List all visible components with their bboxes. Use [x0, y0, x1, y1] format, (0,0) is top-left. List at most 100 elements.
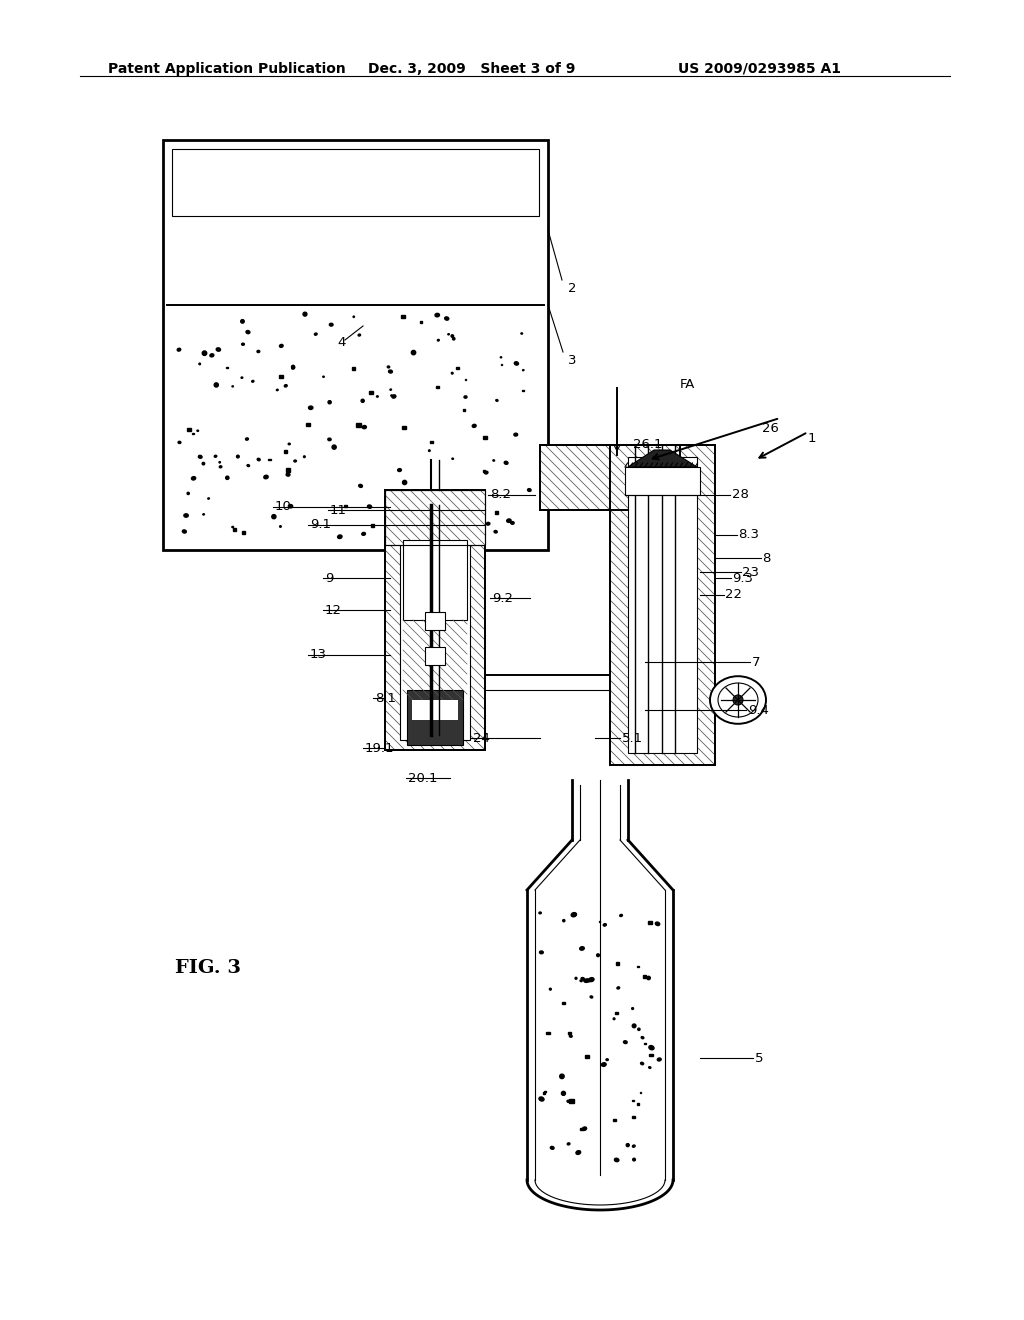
Circle shape: [613, 1018, 615, 1019]
Circle shape: [550, 989, 551, 990]
Ellipse shape: [177, 348, 180, 351]
Bar: [495, 511, 499, 513]
Bar: [402, 425, 407, 429]
Text: 8: 8: [762, 552, 770, 565]
Text: 10: 10: [275, 500, 292, 513]
Ellipse shape: [504, 461, 508, 465]
Bar: [649, 1053, 653, 1056]
Circle shape: [219, 462, 220, 463]
Bar: [569, 1100, 573, 1102]
Ellipse shape: [649, 1045, 654, 1049]
Ellipse shape: [718, 682, 758, 717]
Bar: [420, 321, 423, 323]
Bar: [562, 1002, 565, 1005]
Ellipse shape: [388, 370, 392, 374]
Bar: [400, 500, 470, 741]
Bar: [407, 690, 463, 744]
Circle shape: [632, 1007, 634, 1010]
Bar: [540, 445, 680, 510]
Bar: [233, 528, 237, 531]
Ellipse shape: [210, 354, 214, 356]
Ellipse shape: [710, 676, 766, 723]
Circle shape: [452, 335, 454, 338]
Bar: [637, 965, 639, 968]
Text: 26: 26: [762, 421, 779, 434]
Ellipse shape: [614, 1158, 618, 1162]
Bar: [464, 502, 468, 504]
Ellipse shape: [264, 475, 268, 479]
Circle shape: [361, 399, 365, 403]
Circle shape: [563, 920, 565, 921]
Text: 5: 5: [755, 1052, 764, 1064]
Bar: [425, 612, 445, 630]
Bar: [279, 375, 283, 378]
Circle shape: [353, 315, 354, 317]
Bar: [172, 149, 539, 216]
Bar: [306, 422, 309, 425]
Ellipse shape: [641, 1063, 644, 1065]
Bar: [648, 921, 652, 924]
Text: 26.1: 26.1: [633, 438, 663, 451]
Bar: [286, 469, 291, 471]
Circle shape: [199, 363, 201, 364]
Ellipse shape: [242, 343, 245, 346]
Circle shape: [303, 313, 307, 315]
Ellipse shape: [285, 384, 287, 387]
Bar: [581, 1127, 584, 1130]
Ellipse shape: [575, 1151, 581, 1155]
Ellipse shape: [586, 979, 590, 982]
Ellipse shape: [514, 362, 518, 366]
Bar: [610, 445, 715, 766]
Text: 13: 13: [310, 648, 327, 661]
Text: 9: 9: [325, 572, 334, 585]
Circle shape: [452, 372, 453, 374]
Ellipse shape: [358, 484, 362, 487]
Text: US 2009/0293985 A1: US 2009/0293985 A1: [678, 62, 841, 77]
Ellipse shape: [289, 504, 293, 508]
Ellipse shape: [581, 978, 585, 981]
Text: Dec. 3, 2009   Sheet 3 of 9: Dec. 3, 2009 Sheet 3 of 9: [368, 62, 575, 77]
Ellipse shape: [648, 1067, 651, 1068]
Ellipse shape: [444, 317, 449, 321]
Ellipse shape: [276, 389, 279, 391]
Ellipse shape: [216, 347, 220, 351]
Ellipse shape: [511, 521, 514, 524]
Bar: [351, 367, 355, 370]
Ellipse shape: [484, 471, 488, 474]
Ellipse shape: [314, 333, 317, 335]
Ellipse shape: [182, 529, 186, 533]
Bar: [385, 490, 485, 750]
Ellipse shape: [550, 1146, 554, 1150]
Circle shape: [597, 954, 599, 957]
Ellipse shape: [583, 1127, 587, 1130]
Bar: [385, 490, 485, 545]
Text: FIG. 3: FIG. 3: [175, 960, 241, 977]
Text: Patent Application Publication: Patent Application Publication: [108, 62, 346, 77]
Text: 12: 12: [325, 603, 342, 616]
Ellipse shape: [589, 978, 594, 982]
Circle shape: [332, 445, 336, 449]
Bar: [344, 504, 347, 507]
Ellipse shape: [286, 473, 290, 477]
Bar: [463, 409, 465, 412]
Ellipse shape: [199, 455, 202, 458]
Bar: [226, 367, 227, 368]
Bar: [268, 458, 270, 461]
Circle shape: [467, 516, 469, 517]
Ellipse shape: [472, 424, 476, 428]
Text: 4: 4: [337, 335, 345, 348]
Ellipse shape: [620, 915, 623, 916]
Text: 9.2: 9.2: [492, 591, 513, 605]
Text: 2: 2: [568, 281, 577, 294]
Bar: [371, 524, 374, 527]
Ellipse shape: [567, 1143, 570, 1144]
Bar: [456, 367, 459, 370]
Ellipse shape: [567, 1101, 569, 1102]
Text: 9.4: 9.4: [748, 704, 769, 717]
Circle shape: [328, 401, 331, 404]
Ellipse shape: [657, 1059, 662, 1061]
Ellipse shape: [178, 441, 181, 444]
Polygon shape: [628, 450, 697, 467]
Ellipse shape: [368, 506, 372, 508]
Circle shape: [237, 455, 240, 458]
